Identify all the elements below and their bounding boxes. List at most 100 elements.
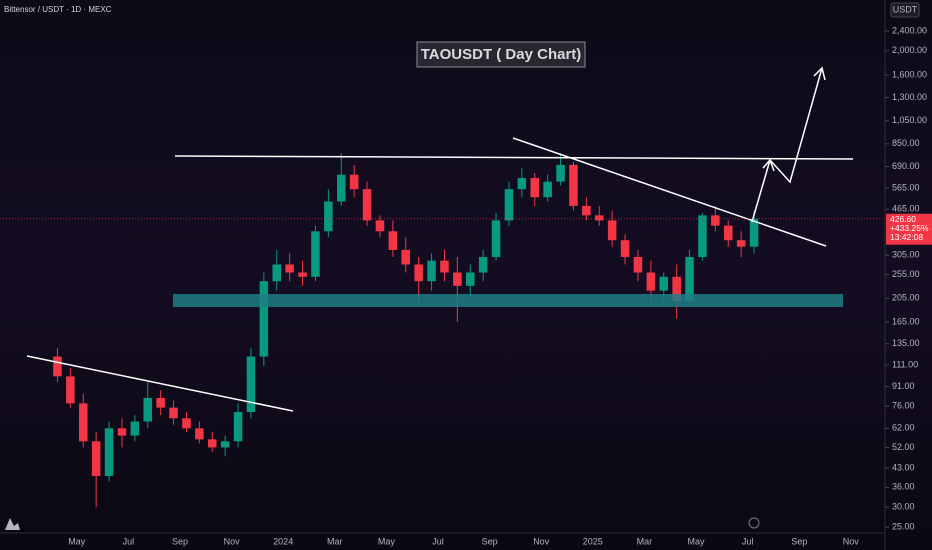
resistance-line	[174, 155, 854, 160]
x-tick-label: Mar	[327, 536, 343, 546]
candle-body	[117, 428, 127, 436]
candle-body	[530, 178, 540, 198]
title-box	[416, 41, 586, 68]
y-tick-label: 91.00	[892, 381, 915, 391]
currency-label: USDT	[893, 4, 918, 14]
y-tick-label: 62.00	[892, 423, 915, 433]
x-tick-label: Sep	[791, 536, 807, 546]
candle-body	[388, 231, 398, 250]
candle-body	[272, 264, 282, 282]
y-tick-label: 2,000.00	[892, 45, 927, 55]
x-tick-label: Nov	[533, 536, 550, 546]
candle-body	[556, 164, 565, 182]
currency-box[interactable]	[890, 2, 920, 18]
x-tick-label: May	[687, 536, 705, 546]
candle-body	[723, 225, 733, 241]
x-tick-label: 2024	[273, 536, 293, 546]
candle-body	[685, 256, 694, 302]
y-tick-label: 305.00	[892, 250, 920, 260]
candle-body	[298, 272, 307, 277]
candle-body	[78, 403, 88, 442]
candle-body	[220, 441, 230, 448]
x-tick-label: Jul	[742, 536, 754, 546]
candle-body	[569, 164, 578, 206]
price-tag-value: 426.60	[890, 214, 916, 224]
y-tick-label: 2,400.00	[892, 25, 927, 35]
y-tick-label: 850.00	[892, 138, 920, 148]
candle-body	[349, 174, 359, 190]
candle-body	[698, 215, 707, 257]
candle-body	[233, 412, 243, 442]
y-tick-label: 135.00	[892, 338, 920, 348]
candle-body	[401, 249, 411, 265]
candle-body	[543, 181, 552, 198]
candle-body	[633, 256, 643, 273]
candle-body	[440, 260, 449, 273]
y-tick-label: 165.00	[892, 316, 920, 326]
candle-body	[259, 281, 269, 357]
candle-body	[427, 260, 436, 282]
price-tag-countdown: 13:42:08	[890, 232, 923, 242]
candle-body	[91, 441, 101, 476]
trendline	[512, 137, 827, 247]
candle-body	[375, 220, 385, 232]
candle-body	[130, 421, 140, 436]
y-tick-label: 76.00	[892, 401, 915, 411]
arrow-head	[762, 158, 775, 172]
y-tick-label: 25.00	[892, 521, 915, 531]
candle-body	[169, 407, 178, 419]
y-tick-label: 52.00	[892, 442, 915, 452]
symbol-header: Bittensor / USDT · 1D · MEXC	[4, 5, 112, 14]
y-tick-label: 1,300.00	[892, 92, 927, 102]
y-tick-label: 36.00	[892, 482, 915, 492]
candle-body	[607, 220, 617, 241]
candle-body	[336, 174, 346, 202]
candle-body	[324, 201, 333, 232]
candle-body	[182, 418, 191, 429]
logo	[5, 518, 20, 530]
candle-body	[659, 276, 669, 291]
x-tick-label: Nov	[224, 536, 241, 546]
y-tick-label: 1,050.00	[892, 115, 927, 125]
y-tick-label: 465.00	[892, 204, 920, 214]
candle-body	[594, 215, 604, 221]
support-zone	[173, 294, 843, 307]
candle-body	[143, 397, 153, 422]
y-tick-label: 43.00	[892, 462, 915, 472]
y-tick-label: 205.00	[892, 293, 920, 303]
candle-body	[620, 240, 630, 257]
candle-body	[582, 205, 591, 216]
x-tick-label: Jul	[123, 536, 135, 546]
candle-body	[207, 439, 217, 448]
replay-icon[interactable]	[748, 517, 760, 529]
x-tick-label: Nov	[843, 536, 860, 546]
x-tick-label: Mar	[637, 536, 653, 546]
candle-body	[504, 189, 514, 221]
price-tag	[886, 213, 932, 245]
x-tick-label: 2025	[583, 536, 603, 546]
trendline	[26, 355, 294, 412]
candle-body	[453, 272, 462, 286]
arrow-head	[813, 66, 826, 81]
candle-body	[414, 264, 423, 282]
chart-title: TAOUSDT ( Day Chart)	[421, 46, 582, 63]
y-tick-label: 1,600.00	[892, 69, 927, 79]
candle-body	[156, 397, 165, 408]
x-tick-label: May	[378, 536, 396, 546]
x-tick-label: May	[68, 536, 86, 546]
y-tick-label: 30.00	[892, 502, 915, 512]
plot-area	[53, 153, 759, 508]
y-tick-label: 565.00	[892, 183, 920, 193]
x-tick-label: Sep	[482, 536, 498, 546]
y-tick-label: 111.00	[892, 359, 918, 369]
candle-body	[646, 272, 656, 291]
price-tag-change: +433.25%	[890, 223, 929, 233]
y-tick-label: 255.00	[892, 269, 920, 279]
candle-body	[749, 218, 759, 247]
x-tick-label: Sep	[172, 536, 188, 546]
candle-body	[478, 256, 488, 273]
candle-body	[517, 178, 527, 190]
candle-body	[491, 220, 501, 257]
candle-body	[711, 215, 720, 226]
